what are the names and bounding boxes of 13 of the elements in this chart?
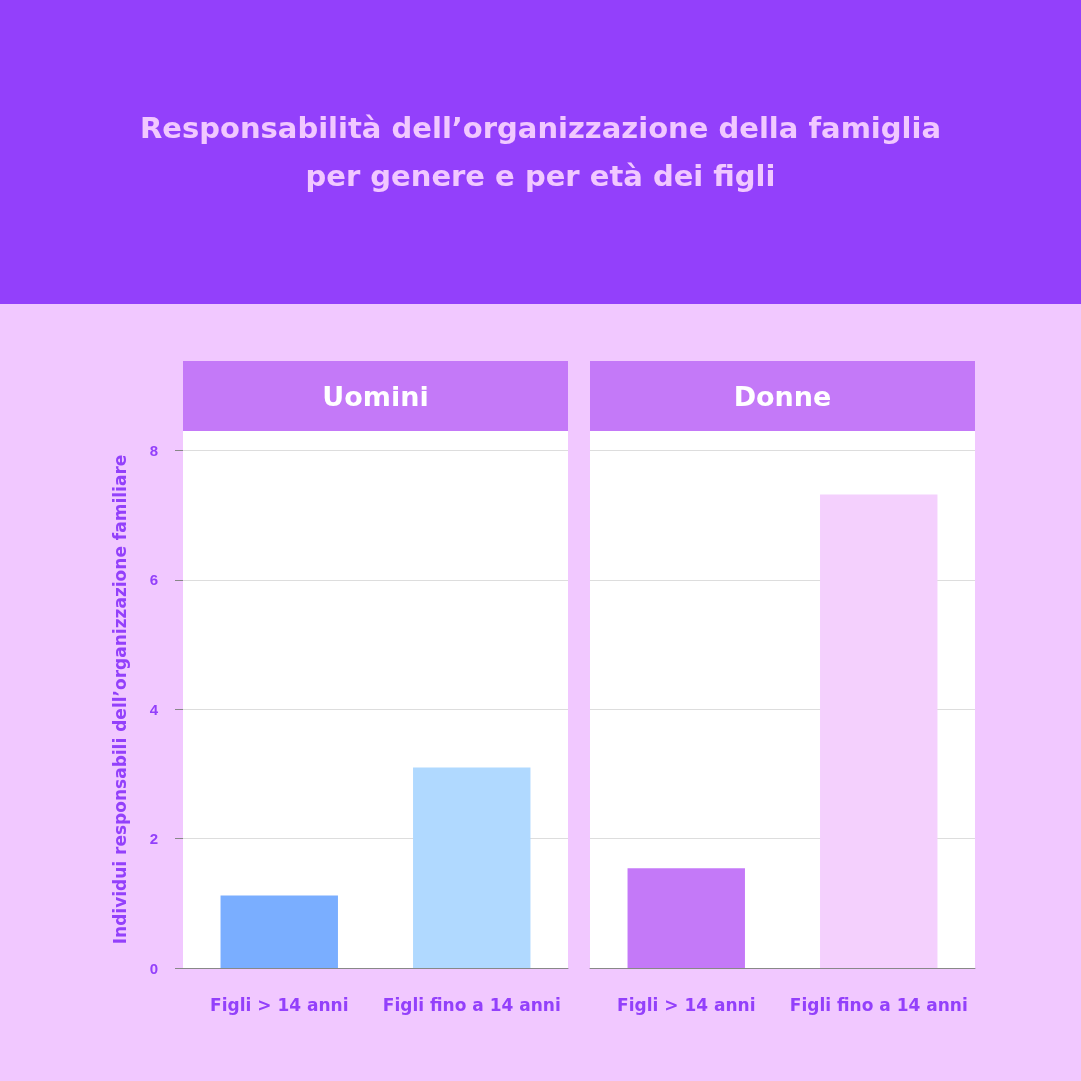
x-tick-label: Figli fino a 14 anni	[382, 994, 561, 1015]
x-tick-label: Figli fino a 14 anni	[789, 994, 968, 1015]
y-tick-label: 8	[149, 441, 158, 459]
y-tick-label: 4	[149, 700, 159, 718]
chart-subtitle: Donne	[590, 361, 975, 431]
x-tick-label: Figli > 14 anni	[617, 994, 756, 1015]
chart-title: Responsabilità dell’organizzazione della famiglia per genere e per età dei figli	[139, 110, 942, 195]
y-tick-label: 2	[149, 830, 158, 848]
x-tick-label: Figli > 14 anni	[210, 994, 349, 1015]
y-tick-label: 6	[149, 571, 158, 589]
chart-subtitle: Uomini	[183, 361, 568, 431]
y-axis-title: Individui responsabili dell’organizzazione familiare	[109, 454, 130, 945]
y-tick-label: 0	[149, 959, 158, 977]
